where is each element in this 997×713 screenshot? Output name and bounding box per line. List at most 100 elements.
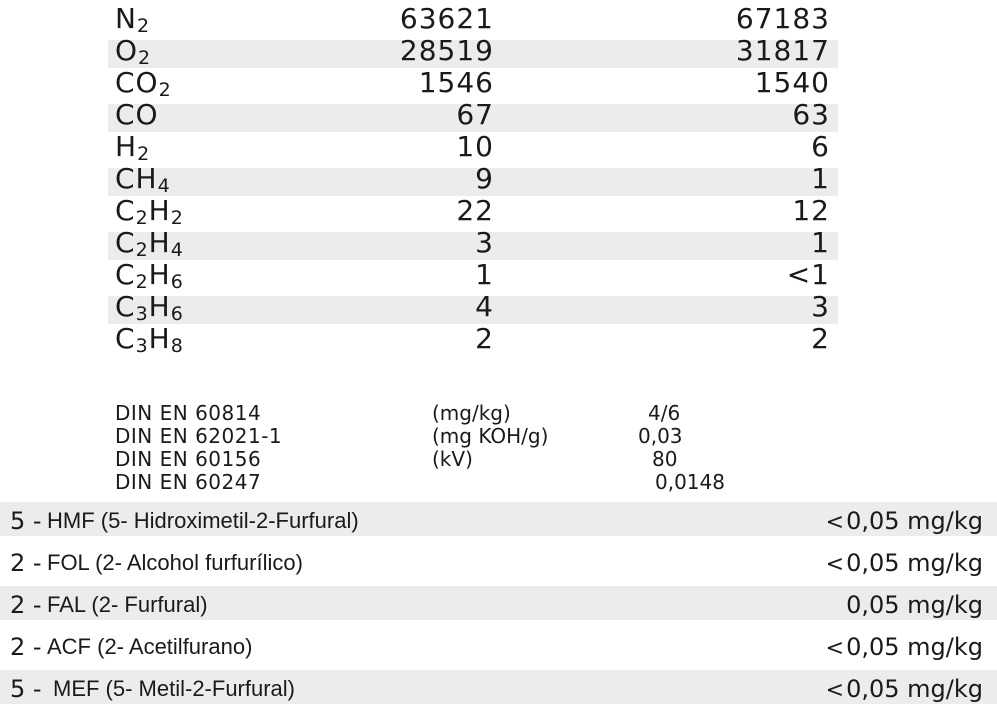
gas-row: C3H6 4 3	[0, 290, 997, 324]
gas-formula-base: H	[148, 194, 171, 227]
gas-row: C2H6 1 <1	[0, 258, 997, 292]
gas-value-1: 9	[475, 162, 494, 195]
gas-formula: C2H2	[115, 193, 184, 229]
less-than-sign: <	[825, 636, 845, 661]
gas-formula-subscript: 3	[135, 303, 149, 325]
gas-formula-subscript: 3	[135, 335, 149, 357]
gas-value-1: 3	[475, 226, 494, 259]
furan-index: 2 -	[10, 591, 42, 619]
gas-row: CO2 1546 1540	[0, 66, 997, 100]
gas-value-1: 28519	[399, 34, 494, 67]
row-shading	[0, 670, 997, 704]
gas-formula-subscript: 2	[138, 47, 152, 69]
gas-value-2: 31817	[735, 34, 830, 67]
gas-formula-subscript: 4	[170, 239, 184, 261]
gas-formula: C2H4	[115, 225, 184, 261]
gas-value-1: 63621	[399, 2, 494, 35]
norm-unit: (mg KOH/g)	[432, 424, 549, 448]
furan-row: 5 - MEF (5- Metil-2-Furfural) <0,05 mg/kg	[0, 670, 997, 706]
gas-formula-base: O	[115, 34, 139, 67]
norm-row: DIN EN 60247 0,0148	[0, 470, 997, 494]
furan-index: 2 -	[10, 633, 42, 661]
gas-formula-subscript: 2	[158, 79, 172, 101]
norm-row: DIN EN 60814 (mg/kg) 4/6	[0, 401, 997, 425]
gas-row: C3H8 2 2	[0, 322, 997, 357]
gas-formula: N2	[115, 1, 150, 37]
gas-formula: C3H6	[115, 289, 184, 325]
gas-value-2: 1	[811, 226, 830, 259]
gas-value-2: <1	[786, 258, 830, 291]
gas-value-1: 2	[475, 322, 494, 355]
furan-index: 5 -	[10, 675, 42, 703]
furan-value: <0,05 mg/kg	[826, 548, 983, 580]
gas-value-1: 1546	[418, 66, 494, 99]
gas-formula-base: C	[115, 290, 136, 323]
gas-formula-base: C	[115, 258, 136, 291]
norm-value: 80	[652, 447, 678, 471]
gas-formula-base: H	[148, 290, 171, 323]
norm-standard: DIN EN 62021-1	[115, 424, 283, 448]
furan-row: 2 - FAL (2- Furfural) 0,05 mg/kg	[0, 586, 997, 622]
gas-value-1: 67	[456, 98, 494, 131]
row-shading	[0, 586, 997, 620]
gas-formula-base: C	[115, 194, 136, 227]
gas-formula-subscript: 8	[170, 335, 184, 357]
furan-value-text: 0,05 mg/kg	[846, 633, 983, 661]
gas-formula-subscript: 6	[170, 303, 184, 325]
gas-value-1: 10	[456, 130, 494, 163]
furan-name: FAL (2- Furfural)	[47, 592, 208, 617]
furan-name: HMF (5- Hidroximetil-2-Furfural)	[47, 508, 359, 533]
gas-formula-subscript: 2	[136, 15, 151, 37]
gas-formula: CO2	[115, 65, 172, 101]
norm-unit: (kV)	[432, 447, 473, 471]
gas-formula-base: CH	[115, 162, 158, 195]
gas-value-2: 63	[792, 98, 830, 131]
furan-value-text: 0,05 mg/kg	[846, 549, 983, 577]
gas-formula-subscript: 2	[135, 207, 149, 229]
gas-formula: H2	[115, 129, 150, 165]
gas-formula-subscript: 2	[135, 239, 149, 261]
gas-formula-base: H	[148, 258, 171, 291]
gas-formula-base: H	[115, 130, 138, 163]
furan-value: 0,05 mg/kg	[846, 590, 983, 620]
furan-value-text: 0,05 mg/kg	[846, 507, 983, 535]
row-shading	[108, 296, 838, 324]
furan-value-text: 0,05 mg/kg	[846, 591, 983, 619]
furan-value-text: 0,05 mg/kg	[846, 675, 983, 703]
norm-unit: (mg/kg)	[432, 401, 511, 425]
gas-value-2: 67183	[735, 2, 830, 35]
norm-row: DIN EN 62021-1 (mg KOH/g) 0,03	[0, 424, 997, 448]
furan-row: 2 - FOL (2- Alcohol furfurílico) <0,05 mg/…	[0, 544, 997, 580]
gas-value-1: 22	[456, 194, 494, 227]
gas-formula-base: C	[115, 226, 136, 259]
gas-formula-base: H	[148, 226, 171, 259]
gas-value-2: 1	[811, 162, 830, 195]
less-than-sign: <	[825, 552, 845, 577]
norm-standard: DIN EN 60156	[115, 447, 262, 471]
norm-value: 0,03	[638, 424, 683, 448]
gas-formula-subscript: 2	[137, 143, 151, 165]
furan-row: 2 - ACF (2- Acetilfurano) <0,05 mg/kg	[0, 628, 997, 664]
furan-name: MEF (5- Metil-2-Furfural)	[53, 676, 296, 701]
norm-row: DIN EN 60156 (kV) 80	[0, 447, 997, 471]
norm-value: 4/6	[648, 401, 681, 425]
gas-formula-subscript: 2	[170, 207, 184, 229]
furan-name: ACF (2- Acetilfurano)	[47, 634, 253, 659]
furan-value: <0,05 mg/kg	[826, 506, 983, 538]
gas-formula-subscript: 6	[170, 271, 184, 293]
row-shading	[108, 168, 838, 196]
gas-formula: C2H6	[115, 257, 184, 293]
norm-standard: DIN EN 60814	[115, 401, 262, 425]
gas-formula-subscript: 2	[135, 271, 149, 293]
row-shading	[108, 40, 838, 68]
gas-value-2: 1540	[754, 66, 830, 99]
norm-value: 0,0148	[655, 470, 725, 494]
gas-formula-base: CO	[115, 66, 159, 99]
gas-row: O2 28519 31817	[0, 34, 997, 68]
gas-row: CO 67 63	[0, 98, 997, 132]
row-shading	[108, 104, 838, 132]
gas-formula: O2	[115, 33, 151, 69]
gas-row: C2H4 3 1	[0, 226, 997, 260]
gas-row: H2 10 6	[0, 130, 997, 164]
norm-standard: DIN EN 60247	[115, 470, 262, 494]
